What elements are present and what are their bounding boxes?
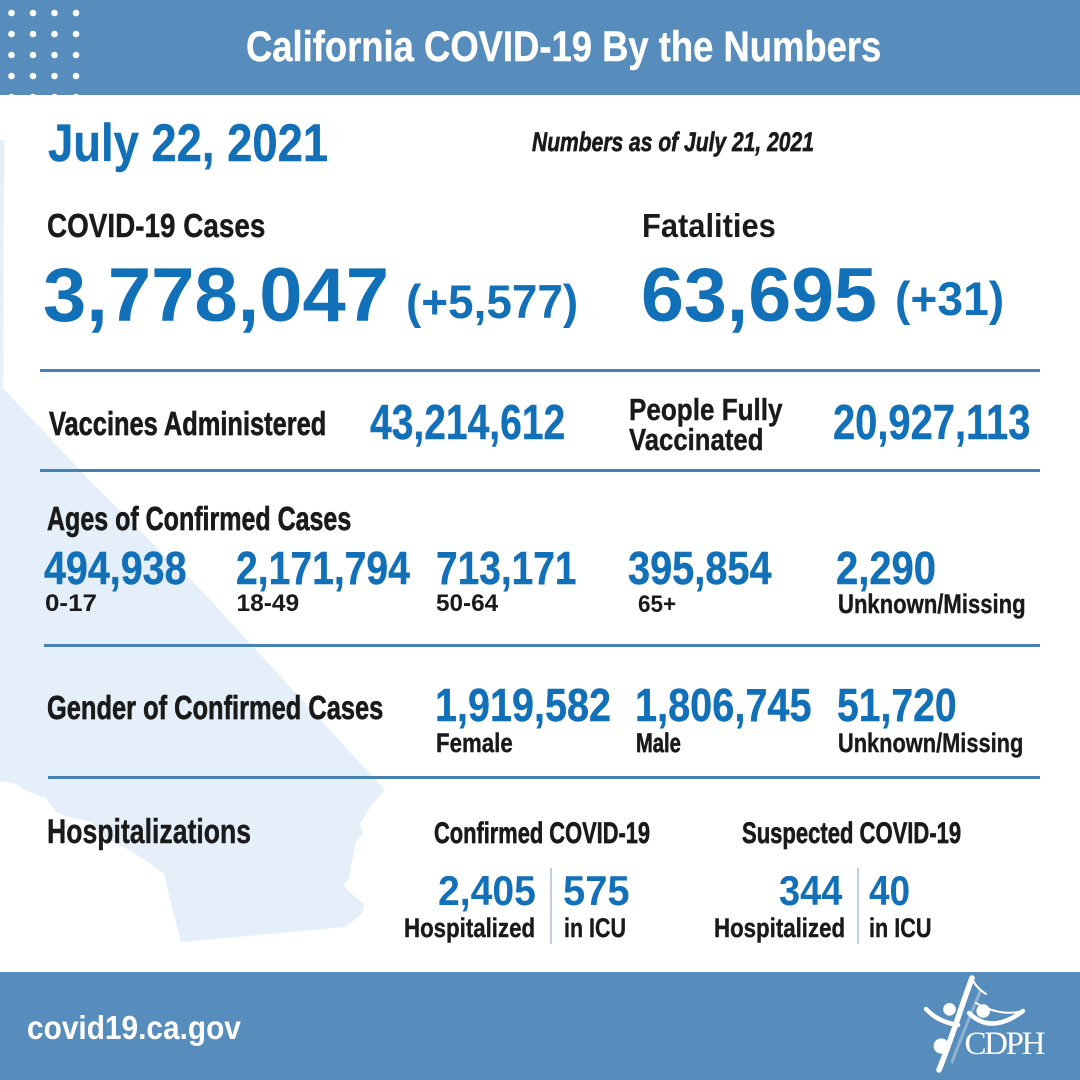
svg-text:CDPH: CDPH: [965, 1026, 1046, 1062]
